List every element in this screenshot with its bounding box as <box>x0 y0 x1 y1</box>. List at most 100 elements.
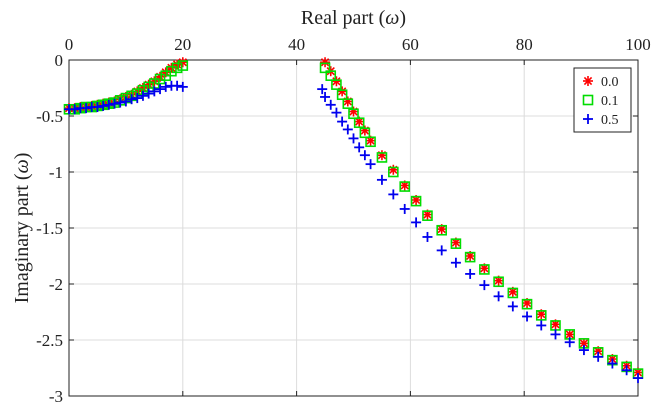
data-point <box>177 60 189 71</box>
data-point <box>359 127 371 139</box>
data-point <box>593 351 604 362</box>
data-point <box>337 86 348 97</box>
data-point <box>317 84 328 95</box>
data-point <box>388 189 399 200</box>
legend-item: 0.5 <box>583 113 619 128</box>
data-point <box>331 107 342 118</box>
data-point <box>160 81 171 92</box>
data-point <box>325 99 336 110</box>
x-axis-label: Real part (ω) <box>301 7 406 29</box>
data-point <box>154 73 166 85</box>
data-point <box>342 124 353 135</box>
data-point <box>172 80 183 91</box>
data-point <box>331 79 342 90</box>
data-point <box>348 133 359 144</box>
y-tick-label: 0 <box>55 51 64 70</box>
y-tick-label: -2.5 <box>36 331 63 350</box>
y-axis-ticks: 0 -0.5 -1 -1.5 -2 -2.5 -3 <box>36 51 638 406</box>
data-point <box>388 166 399 178</box>
data-point <box>450 257 461 268</box>
data-point <box>422 209 433 220</box>
x-tick-label: 80 <box>516 35 533 54</box>
data-point <box>550 329 561 340</box>
data-point <box>171 62 183 74</box>
y-tick-label: -3 <box>49 387 63 406</box>
legend-label: 0.5 <box>601 113 619 128</box>
legend-label: 0.1 <box>601 94 619 109</box>
y-tick-label: -1.5 <box>36 219 63 238</box>
data-point <box>143 88 154 99</box>
data-point <box>436 224 447 236</box>
x-tick-label: 60 <box>402 35 419 54</box>
legend-marker <box>582 94 594 106</box>
data-point <box>578 345 589 356</box>
data-point <box>621 365 632 376</box>
y-axis-label-text: Imaginary part ( <box>11 173 33 303</box>
data-point <box>493 291 504 302</box>
data-point <box>177 57 188 68</box>
series-0.5 <box>64 80 643 384</box>
data-point <box>166 65 177 77</box>
data-point <box>109 98 120 109</box>
data-point <box>103 99 114 110</box>
legend-marker <box>583 76 593 86</box>
data-point <box>410 195 422 207</box>
data-point <box>464 251 476 263</box>
data-point <box>69 104 80 115</box>
data-point <box>342 96 353 107</box>
legend-label: 0.0 <box>601 75 619 90</box>
data-point <box>422 231 433 242</box>
y-axis-label: Imaginary part (ω) <box>11 153 33 304</box>
data-point <box>92 102 103 113</box>
data-point <box>320 57 331 68</box>
data-point <box>522 311 533 322</box>
data-point <box>436 224 447 235</box>
data-point <box>336 89 348 101</box>
data-point <box>155 84 166 95</box>
data-point <box>399 181 411 192</box>
data-point <box>337 116 348 127</box>
y-axis-label-close: ) <box>11 153 33 160</box>
data-point <box>493 275 504 286</box>
x-axis-label-symbol: ω <box>385 7 399 29</box>
series-layer <box>63 57 644 384</box>
data-point <box>115 97 126 108</box>
x-tick-label: 40 <box>288 35 305 54</box>
data-point <box>479 263 490 274</box>
data-point <box>149 86 160 97</box>
data-point <box>149 76 160 87</box>
data-point <box>388 164 399 175</box>
x-tick-label: 0 <box>65 35 74 54</box>
data-point <box>331 76 342 87</box>
data-point <box>507 287 519 299</box>
data-point <box>342 98 354 109</box>
x-axis-ticks: 0 20 40 60 80 100 <box>65 35 651 396</box>
data-point <box>132 93 143 104</box>
data-point <box>493 276 504 288</box>
data-point <box>98 100 109 111</box>
data-point <box>633 373 643 384</box>
data-point <box>578 338 589 349</box>
data-point <box>399 203 410 214</box>
series-0.1 <box>63 60 644 379</box>
data-point <box>521 298 533 310</box>
data-point <box>320 91 331 102</box>
data-point <box>365 136 376 148</box>
data-point <box>376 150 387 161</box>
data-point <box>607 358 618 369</box>
data-point <box>177 81 188 92</box>
data-point <box>120 96 131 107</box>
data-point <box>348 108 359 120</box>
data-point <box>359 150 370 161</box>
x-tick-label: 100 <box>625 35 651 54</box>
data-point <box>535 310 547 321</box>
x-axis-label-text: Real part ( <box>301 7 386 29</box>
data-point <box>365 159 376 170</box>
legend-marker <box>583 114 593 124</box>
x-axis-label-close: ) <box>399 7 406 29</box>
data-point <box>450 238 462 249</box>
data-point <box>137 90 148 101</box>
legend-item: 0.1 <box>582 94 619 109</box>
legend-item: 0.0 <box>583 75 619 90</box>
